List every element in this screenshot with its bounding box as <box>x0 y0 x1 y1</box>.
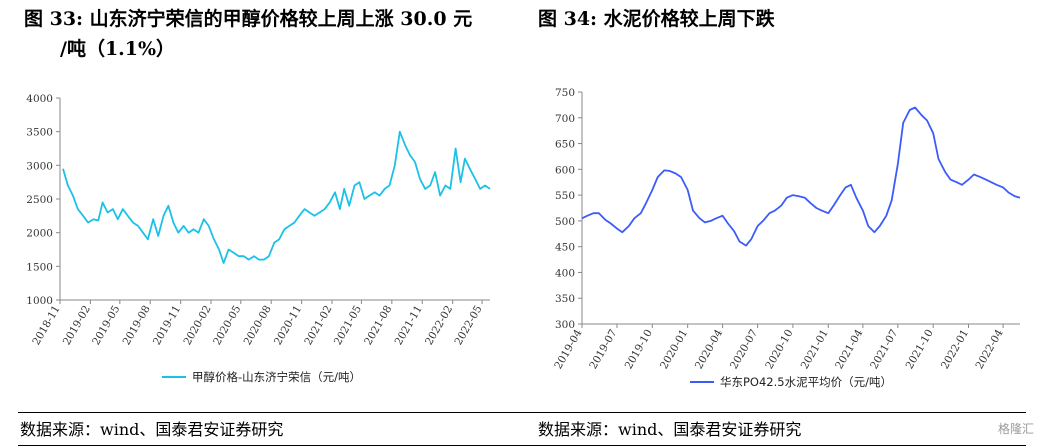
y-tick-label: 300 <box>555 319 575 331</box>
x-tick-label: 2021-07 <box>868 328 900 372</box>
x-tick-label: 2020-05 <box>211 304 243 348</box>
x-tick-label: 2019-05 <box>90 304 122 348</box>
x-tick-label: 2021-02 <box>302 304 334 348</box>
footer-divider-bottom <box>18 445 1026 446</box>
x-tick-label: 2022-04 <box>973 327 1005 371</box>
series-line <box>581 106 1021 247</box>
charts-canvas: 10001500200025003000350040002018-112019-… <box>26 87 1021 389</box>
y-tick-label: 2500 <box>26 194 53 206</box>
y-tick-label: 1000 <box>26 295 53 307</box>
y-tick-label: 3000 <box>26 160 53 172</box>
x-tick-label: 2018-11 <box>30 304 62 348</box>
legend-label: 甲醇价格-山东济宁荣信（元/吨） <box>192 370 361 384</box>
y-tick-label: 650 <box>555 139 575 151</box>
x-tick-label: 2021-01 <box>799 328 831 372</box>
y-tick-label: 550 <box>555 190 575 202</box>
x-tick-label: 2021-04 <box>833 327 865 371</box>
footer-divider-top <box>18 412 1026 413</box>
methanol-price-chart: 10001500200025003000350040002018-112019-… <box>26 93 491 384</box>
legend-label: 华东PO42.5水泥平均价（元/吨） <box>720 375 892 389</box>
x-tick-label: 2022-02 <box>423 304 455 348</box>
figure-33-source: 数据来源：wind、国泰君安证券研究 <box>20 420 284 439</box>
y-tick-label: 350 <box>555 293 575 305</box>
x-tick-label: 2022-01 <box>939 328 971 372</box>
x-tick-label: 2021-10 <box>904 328 936 372</box>
x-tick-label: 2020-10 <box>763 328 795 372</box>
y-tick-label: 600 <box>555 164 575 176</box>
x-tick-label: 2021-08 <box>362 304 394 348</box>
y-tick-label: 3500 <box>26 127 53 139</box>
y-tick-label: 750 <box>555 87 575 99</box>
y-tick-label: 400 <box>555 267 575 279</box>
x-tick-label: 2020-04 <box>693 327 725 371</box>
y-tick-label: 450 <box>555 242 575 254</box>
x-tick-label: 2019-04 <box>552 327 584 371</box>
x-tick-label: 2019-02 <box>61 304 93 348</box>
series-line <box>62 130 491 264</box>
y-tick-label: 500 <box>555 216 575 228</box>
x-tick-label: 2020-08 <box>242 304 274 348</box>
y-tick-label: 1500 <box>26 261 53 273</box>
x-tick-label: 2019-08 <box>121 304 153 348</box>
x-tick-label: 2019-10 <box>623 328 655 372</box>
figure-34-title: 图 34: 水泥价格较上周下跌 <box>538 8 775 30</box>
figure-33-title-line2: /吨（1.1%） <box>60 38 176 60</box>
y-tick-label: 4000 <box>26 93 53 105</box>
figure-33-title: 图 33: 山东济宁荣信的甲醇价格较上周上涨 30.0 元 /吨（1.1%） <box>24 4 494 64</box>
watermark: 格隆汇 <box>997 422 1034 436</box>
figure-34-source: 数据来源：wind、国泰君安证券研究 <box>538 420 802 439</box>
x-tick-label: 2021-05 <box>332 304 364 348</box>
x-tick-label: 2019-07 <box>587 328 619 372</box>
y-tick-label: 700 <box>555 113 575 125</box>
x-tick-label: 2020-02 <box>181 304 213 348</box>
x-tick-label: 2020-07 <box>728 328 760 372</box>
figure-33-title-line1: 图 33: 山东济宁荣信的甲醇价格较上周上涨 30.0 元 <box>24 8 473 30</box>
x-tick-label: 2022-05 <box>452 304 484 348</box>
x-tick-label: 2020-01 <box>658 328 690 372</box>
x-tick-label: 2019-11 <box>151 304 183 348</box>
x-tick-label: 2020-11 <box>272 304 304 348</box>
x-tick-label: 2021-11 <box>393 304 425 348</box>
y-tick-label: 2000 <box>26 228 53 240</box>
